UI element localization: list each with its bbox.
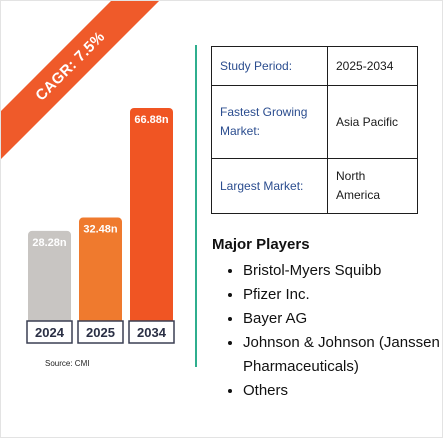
bar-value-label: 66.88n xyxy=(134,114,169,126)
chart-source: Source: CMI xyxy=(45,359,90,368)
bar-value-label: 32.48n xyxy=(83,224,118,236)
bar-group-2024: 28.28n 2024 xyxy=(26,230,73,344)
list-item: Bristol-Myers Squibb xyxy=(243,259,443,283)
year-box xyxy=(26,320,73,344)
year-box xyxy=(77,320,124,344)
year-box xyxy=(128,320,175,344)
info-table: Study Period: 2025-2034 Fastest Growing … xyxy=(211,46,418,214)
largest-market-value: North America xyxy=(327,158,418,214)
study-period-value: 2025-2034 xyxy=(327,46,418,86)
bar-2025 xyxy=(79,217,122,325)
bar-group-2034: 66.88n 2034 xyxy=(128,107,175,344)
bar-group-2025: 32.48n 2025 xyxy=(77,217,124,344)
divider-line xyxy=(195,45,197,367)
list-item: Johnson & Johnson (Janssen Pharmaceutica… xyxy=(243,331,443,379)
bar-chart: 28.28n 2024 32.48n 2025 66.88n 2034 xyxy=(26,107,175,344)
study-period-label: Study Period: xyxy=(211,46,328,86)
fastest-growing-label: Fastest Growing Market: xyxy=(211,85,328,159)
bar-value-label: 28.28n xyxy=(32,237,67,249)
largest-market-label: Largest Market: xyxy=(211,158,328,214)
major-players-title: Major Players xyxy=(212,236,310,253)
fastest-growing-value: Asia Pacific xyxy=(327,85,418,159)
x-tick-label: 2034 xyxy=(137,325,167,340)
list-item: Pfizer Inc. xyxy=(243,283,443,307)
major-players-list: Bristol-Myers Squibb Pfizer Inc. Bayer A… xyxy=(221,259,443,403)
table-row-largest-market: Largest Market: North America xyxy=(211,158,418,214)
table-row-fastest-growing: Fastest Growing Market: Asia Pacific xyxy=(211,85,418,159)
list-item: Others xyxy=(243,379,443,403)
x-tick-label: 2024 xyxy=(35,325,65,340)
list-item: Bayer AG xyxy=(243,307,443,331)
x-tick-label: 2025 xyxy=(86,325,115,340)
bar-2034 xyxy=(130,107,173,326)
cagr-ribbon: CAGR: 7.5% xyxy=(1,1,171,167)
cagr-ribbon-container: CAGR: 7.5% xyxy=(1,1,171,171)
bar-2024 xyxy=(28,230,71,325)
table-row-study-period: Study Period: 2025-2034 xyxy=(211,46,418,86)
